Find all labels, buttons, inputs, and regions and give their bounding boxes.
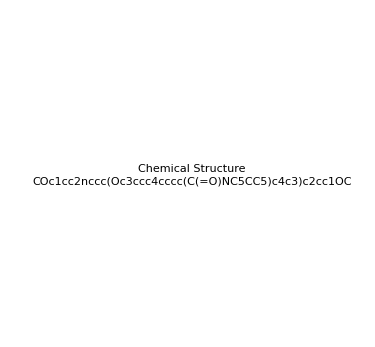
Text: Chemical Structure
COc1cc2nccc(Oc3ccc4cccc(C(=O)NC5CC5)c4c3)c2cc1OC: Chemical Structure COc1cc2nccc(Oc3ccc4cc… (32, 164, 352, 186)
